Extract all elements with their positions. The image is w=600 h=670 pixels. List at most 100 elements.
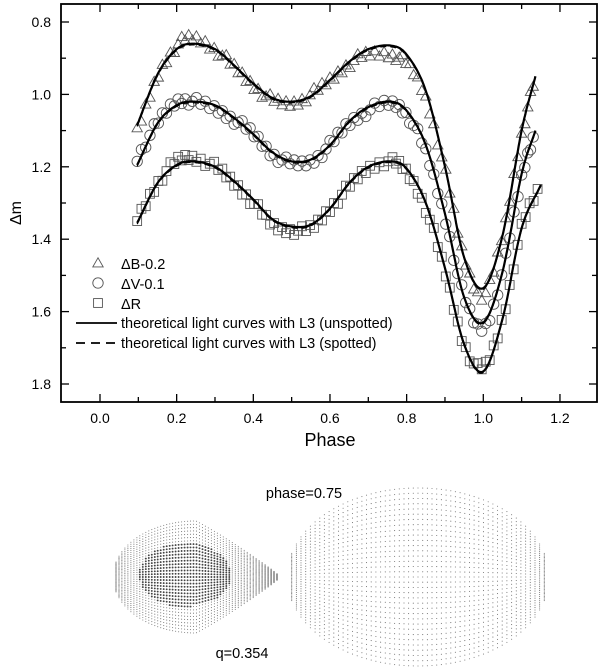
circle-marker	[464, 303, 476, 315]
triangle-marker	[393, 51, 406, 62]
legend-label: theoretical light curves with L3 (unspot…	[121, 316, 393, 332]
triangle-marker	[515, 127, 528, 138]
model-curve-spotted	[136, 102, 536, 326]
circle-marker	[522, 147, 534, 159]
circle-marker	[356, 107, 368, 119]
circle-marker	[360, 110, 372, 123]
triangle-marker	[194, 36, 207, 48]
circle-marker	[248, 131, 260, 143]
circle-marker	[328, 136, 340, 148]
binary-star-model	[115, 487, 545, 667]
triangle-marker	[459, 259, 472, 270]
triangle-marker	[320, 78, 332, 90]
triangle-marker	[389, 54, 402, 65]
y-tick-label: 1.6	[32, 304, 52, 320]
x-axis: 0.0 0.2 0.4 0.6 0.8 1.0 1.2	[90, 4, 570, 426]
triangle-marker	[272, 92, 285, 103]
y-tick-label: 1.0	[32, 86, 52, 102]
legend-label: ΔV-0.1	[121, 277, 165, 293]
x-tick-label: 0.2	[167, 410, 187, 426]
legend-item: ΔV-0.1	[92, 277, 165, 293]
circle-marker	[216, 105, 228, 117]
legend-label: ΔR	[121, 297, 141, 313]
circle-marker	[527, 131, 539, 143]
square-marker	[484, 355, 495, 366]
legend: ΔB-0.2 ΔV-0.1 ΔR theoretical light curves w…	[76, 256, 393, 352]
triangle-marker	[131, 121, 144, 133]
circle-marker	[412, 123, 424, 135]
triangle-marker	[386, 48, 399, 59]
triangle-marker	[527, 80, 540, 91]
triangle-marker	[512, 150, 524, 162]
triangle-marker	[463, 266, 476, 278]
square-marker	[528, 196, 539, 206]
mass-ratio-annotation: q=0.354	[216, 646, 269, 662]
triangle-marker	[364, 49, 377, 61]
circle-marker	[460, 296, 472, 309]
legend-item: ΔR	[93, 297, 141, 313]
triangle-marker	[139, 98, 152, 109]
circle-marker	[393, 99, 405, 111]
triangle-marker	[182, 28, 195, 40]
y-tick-label: 1.4	[32, 231, 52, 247]
triangle-marker	[427, 117, 440, 129]
square-marker	[261, 210, 271, 220]
model-curve-spotted	[136, 44, 536, 291]
phase-annotation: phase=0.75	[266, 486, 342, 502]
x-axis-label: Phase	[304, 430, 355, 450]
legend-label: ΔB-0.2	[121, 257, 165, 273]
circle-marker	[183, 99, 195, 111]
legend-item: ΔB-0.2	[92, 256, 165, 273]
y-tick-label: 0.8	[32, 14, 52, 30]
triangle-marker	[248, 83, 261, 95]
legend-item: theoretical light curves with L3 (unspot…	[76, 316, 393, 332]
square-marker	[176, 155, 187, 166]
square-marker	[233, 180, 244, 191]
x-tick-label: 1.2	[550, 410, 570, 426]
triangle-marker	[216, 49, 229, 60]
triangle-marker	[503, 195, 516, 206]
square-marker	[460, 342, 471, 353]
circle-marker	[496, 269, 508, 281]
triangle-marker	[168, 46, 181, 57]
circle-marker	[260, 140, 272, 152]
x-tick-label: 0.0	[90, 410, 110, 426]
model-curve-unspotted	[136, 100, 537, 325]
triangle-marker	[495, 234, 508, 246]
legend-item: theoretical light curves with L3 (spotte…	[76, 336, 377, 352]
circle-marker	[400, 106, 412, 119]
circle-marker	[131, 155, 143, 168]
triangle-marker	[256, 91, 269, 102]
square-marker	[520, 212, 531, 222]
circle-marker	[152, 117, 164, 129]
x-tick-label: 0.4	[244, 410, 264, 426]
triangle-marker	[451, 227, 464, 238]
triangle-marker	[252, 82, 265, 93]
triangle-marker	[190, 29, 203, 41]
secondary-star-spotted	[115, 520, 278, 634]
circle-marker	[284, 158, 296, 170]
model-curve-spotted	[136, 161, 542, 374]
x-tick-label: 0.6	[320, 410, 340, 426]
square-marker	[401, 163, 411, 174]
legend-label: theoretical light curves with L3 (spotte…	[121, 336, 377, 352]
triangle-marker	[368, 44, 381, 56]
x-tick-label: 0.8	[397, 410, 417, 426]
square-marker	[140, 201, 151, 212]
triangle-marker	[382, 51, 395, 63]
square-marker	[349, 173, 359, 183]
circle-marker	[140, 141, 152, 153]
circle-marker	[179, 93, 191, 105]
primary-star	[291, 487, 545, 667]
model-curves	[136, 42, 542, 374]
triangle-marker	[435, 150, 448, 162]
square-marker	[241, 189, 252, 200]
square-marker	[253, 199, 263, 210]
x-tick-label: 1.0	[474, 410, 494, 426]
triangle-marker	[483, 273, 496, 285]
triangle-marker	[284, 100, 297, 111]
model-curve-unspotted	[136, 42, 537, 290]
triangle-marker	[443, 187, 456, 198]
y-axis-label: Δm	[8, 201, 25, 225]
